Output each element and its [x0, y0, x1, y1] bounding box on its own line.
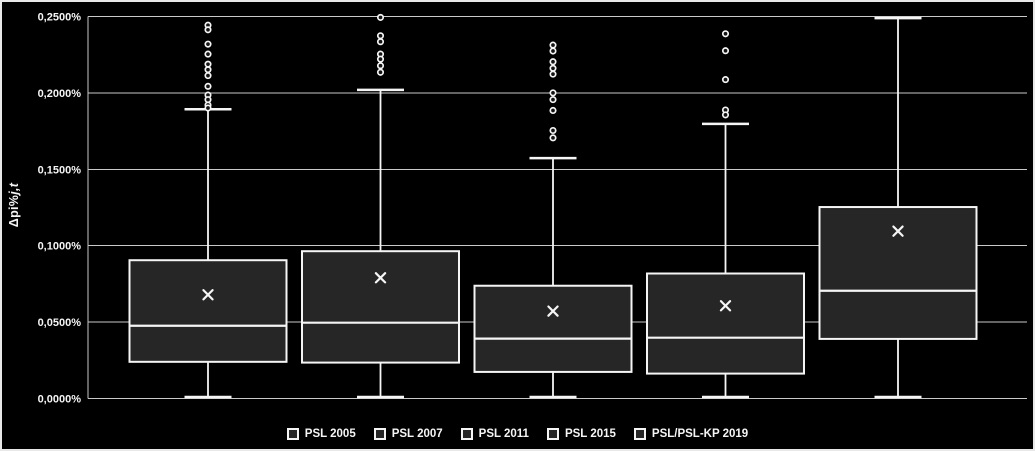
outlier-point [204, 50, 212, 58]
iqr-box [646, 272, 805, 375]
legend-box-marker-icon [546, 428, 559, 440]
outlier-point [549, 64, 557, 72]
box-plot-psl-2005 [128, 21, 288, 399]
outlier-point [376, 68, 385, 76]
outlier-point [376, 32, 385, 40]
legend-box-marker-icon [460, 428, 473, 440]
outlier-point [549, 58, 557, 66]
outlier-point [549, 106, 557, 115]
outlier-point [549, 70, 557, 78]
y-tick-label: 0,0000% [38, 394, 82, 406]
outlier-point [549, 96, 557, 104]
outlier-point [549, 126, 557, 135]
y-tick-label: 0,2500% [38, 12, 82, 24]
y-tick-label: 0,1000% [38, 241, 82, 253]
outlier-point [204, 40, 212, 48]
outlier-point [721, 47, 730, 55]
iqr-box [818, 206, 978, 340]
legend-box-marker-icon [286, 428, 299, 440]
box-plot-psl-2011 [473, 41, 633, 399]
outlier-point [721, 111, 730, 119]
y-tick-label: 0,1500% [38, 164, 82, 176]
legend-item-psl-2005: PSL 2005 [286, 428, 356, 440]
legend-label: PSL 2011 [478, 428, 529, 440]
outlier-point [721, 30, 730, 38]
mean-marker [892, 225, 904, 237]
legend-label: PSL 2005 [304, 428, 356, 440]
outlier-point [721, 76, 730, 84]
outlier-point [549, 47, 557, 55]
outlier-point [549, 41, 557, 49]
outlier-point [376, 13, 385, 21]
legend-item-psl-2007: PSL 2007 [373, 428, 443, 440]
box-plot-psl-2015 [646, 30, 805, 399]
iqr-box [473, 284, 633, 373]
legend-item-psl-psl-kp-2019: PSL/PSL-KP 2019 [633, 428, 749, 440]
iqr-box [128, 259, 288, 363]
legend-label: PSL 2007 [391, 428, 443, 440]
box-plot-psl-2007 [301, 13, 460, 399]
mean-marker [374, 272, 387, 284]
iqr-box [301, 250, 460, 364]
outlier-point [204, 60, 212, 68]
outlier-point [376, 38, 385, 46]
outlier-point [549, 134, 557, 142]
legend-box-marker-icon [633, 428, 646, 440]
y-tick-label: 0,2000% [38, 88, 82, 100]
legend-box-marker-icon [373, 428, 386, 440]
y-axis-title-suffix: j,t [7, 182, 21, 195]
outlier-point [204, 66, 212, 74]
box-plot-psl-psl-kp-2019 [818, 16, 978, 399]
outlier-point [204, 72, 212, 80]
y-axis-title-prefix: Δpi% [7, 194, 21, 228]
legend-item-psl-2011: PSL 2011 [460, 428, 529, 440]
chart-legend: PSL 2005 PSL 2007 PSL 2011 PSL 2015 PSL/PSL-… [2, 428, 1033, 440]
outlier-point [204, 104, 212, 112]
legend-label: PSL 2015 [564, 428, 616, 440]
outlier-point [204, 82, 212, 90]
outlier-point [204, 26, 212, 34]
legend-label: PSL/PSL-KP 2019 [651, 428, 749, 440]
mean-marker [547, 305, 559, 317]
mean-marker [719, 300, 732, 312]
outlier-point [376, 62, 385, 70]
y-axis-title: Δpi%j,t [7, 155, 21, 255]
outlier-point [376, 55, 385, 63]
legend-item-psl-2015: PSL 2015 [546, 428, 616, 440]
y-tick-label: 0,0500% [38, 317, 82, 329]
mean-marker [202, 289, 214, 301]
outlier-point [549, 89, 557, 97]
